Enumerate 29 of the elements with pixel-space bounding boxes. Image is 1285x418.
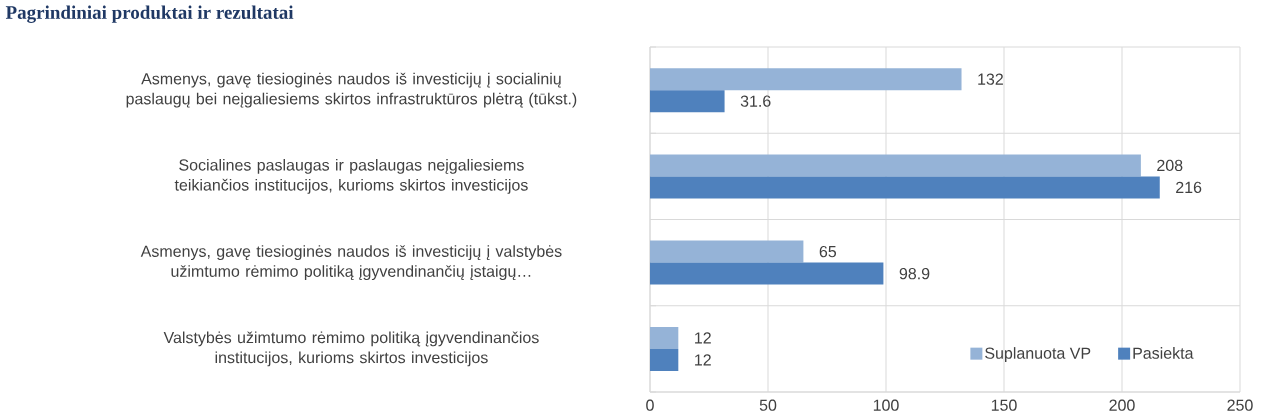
text: Pagrindiniai produktai ir rezultatai: [5, 5, 294, 23]
y-tick-label: Asmenys, gavę tiesioginės naudos iš investicijų į valstybės užimtumo rėmimo politiką įgyvendinančių įstaigų…: [140, 245, 562, 281]
bar: [650, 68, 962, 91]
data-label: 98.9: [899, 267, 930, 280]
legend-label: Suplanuota VP: [985, 347, 1091, 363]
data-label: 31.6: [740, 95, 771, 107]
y-tick-label: Valstybės užimtumo rėmimo politiką įgyvendinančios institucijos, kurioms skirtos investicijos: [163, 331, 539, 367]
bar: [650, 348, 679, 371]
data-label: 216: [1176, 181, 1202, 194]
data-label: 12: [695, 354, 711, 366]
data-label: 208: [1157, 159, 1183, 172]
x-tick-label: 150: [991, 399, 1017, 411]
bar: [650, 326, 679, 349]
data-label: 12: [695, 332, 711, 344]
x-tick-label: 50: [759, 399, 777, 411]
y-tick-label: Asmenys, gavę tiesioginės naudos iš investicijų į socialinių paslaugų bei neįgaliesiems skirtos infrastruktūros plėtrą (tūkst.): [126, 72, 577, 108]
data-label: 65: [819, 245, 837, 258]
bar: [650, 90, 725, 113]
bar: [650, 240, 804, 263]
y-tick-label: Socialines paslaugas ir paslaugas neįgaliesiems teikiančios institucijos, kurioms skirtos investicijos: [174, 158, 528, 194]
x-tick-label: 200: [1109, 399, 1135, 411]
x-tick-label: 100: [873, 399, 899, 411]
x-tick-label: 0: [646, 399, 654, 411]
x-tick-label: 250: [1227, 399, 1253, 411]
bar: [650, 154, 1141, 177]
bar: [650, 262, 884, 285]
bar: [650, 176, 1160, 199]
data-label: 132: [978, 73, 1003, 85]
legend-label: Pasiekta: [1133, 347, 1194, 359]
